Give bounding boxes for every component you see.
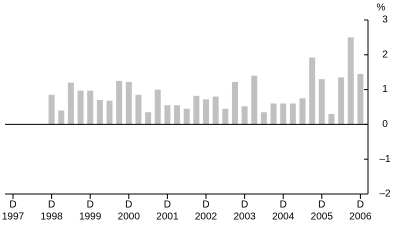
y-tick-label: 0 [382, 119, 388, 130]
bar [251, 75, 258, 125]
bar [48, 94, 55, 125]
bar [174, 105, 181, 125]
x-tick-label: D [202, 200, 209, 211]
bar [125, 81, 132, 125]
bar [260, 112, 267, 125]
y-tick-label: –1 [379, 154, 391, 165]
y-tick-label: –2 [379, 189, 391, 200]
x-tick-label: D [125, 200, 132, 211]
bar [135, 94, 142, 125]
x-tick-label: D [9, 200, 16, 211]
x-tick-label: D [87, 200, 94, 211]
bar [183, 108, 190, 125]
x-tick-label: 2005 [311, 212, 334, 223]
y-tick-label: 2 [382, 49, 388, 60]
bar [212, 96, 219, 125]
bar [96, 100, 103, 125]
x-tick-label: D [164, 200, 171, 211]
chart: % –2–10123D1997D1998D1999D2000D2001D2002… [2, 3, 391, 223]
bar [77, 90, 84, 125]
bar [309, 57, 316, 125]
x-tick-label: D [318, 200, 325, 211]
bar [67, 82, 74, 125]
bar [106, 100, 113, 125]
bar [58, 110, 65, 125]
bar [347, 37, 354, 125]
bar [145, 112, 152, 125]
x-tick-label: 1997 [2, 212, 25, 223]
x-tick-label: D [357, 200, 364, 211]
bar [231, 81, 238, 125]
y-tick-label: 3 [382, 15, 388, 26]
bar [328, 113, 335, 125]
bar [87, 90, 94, 125]
x-tick-label: 2003 [233, 212, 256, 223]
bar [193, 95, 200, 125]
x-tick-label: 1998 [40, 212, 63, 223]
x-tick-label: 2006 [349, 212, 372, 223]
bar [270, 103, 277, 125]
bar [318, 79, 325, 125]
bar [241, 106, 248, 125]
bar [299, 98, 306, 125]
bar [222, 108, 229, 125]
x-tick-label: 2000 [118, 212, 141, 223]
unit-label: % [377, 3, 386, 14]
x-tick-label: D [280, 200, 287, 211]
bar [164, 105, 171, 125]
x-tick-label: 2002 [195, 212, 218, 223]
bar [203, 99, 209, 125]
x-tick-label: 1999 [79, 212, 102, 223]
y-tick-label: 1 [382, 84, 388, 95]
bar [338, 77, 345, 125]
bar [154, 89, 161, 125]
x-tick-label: 2004 [272, 212, 295, 223]
bar [116, 80, 123, 125]
x-tick-label: 2001 [156, 212, 179, 223]
bar [280, 103, 287, 125]
bar [357, 73, 364, 125]
x-tick-label: D [48, 200, 55, 211]
bar [289, 103, 296, 125]
x-tick-label: D [241, 200, 248, 211]
